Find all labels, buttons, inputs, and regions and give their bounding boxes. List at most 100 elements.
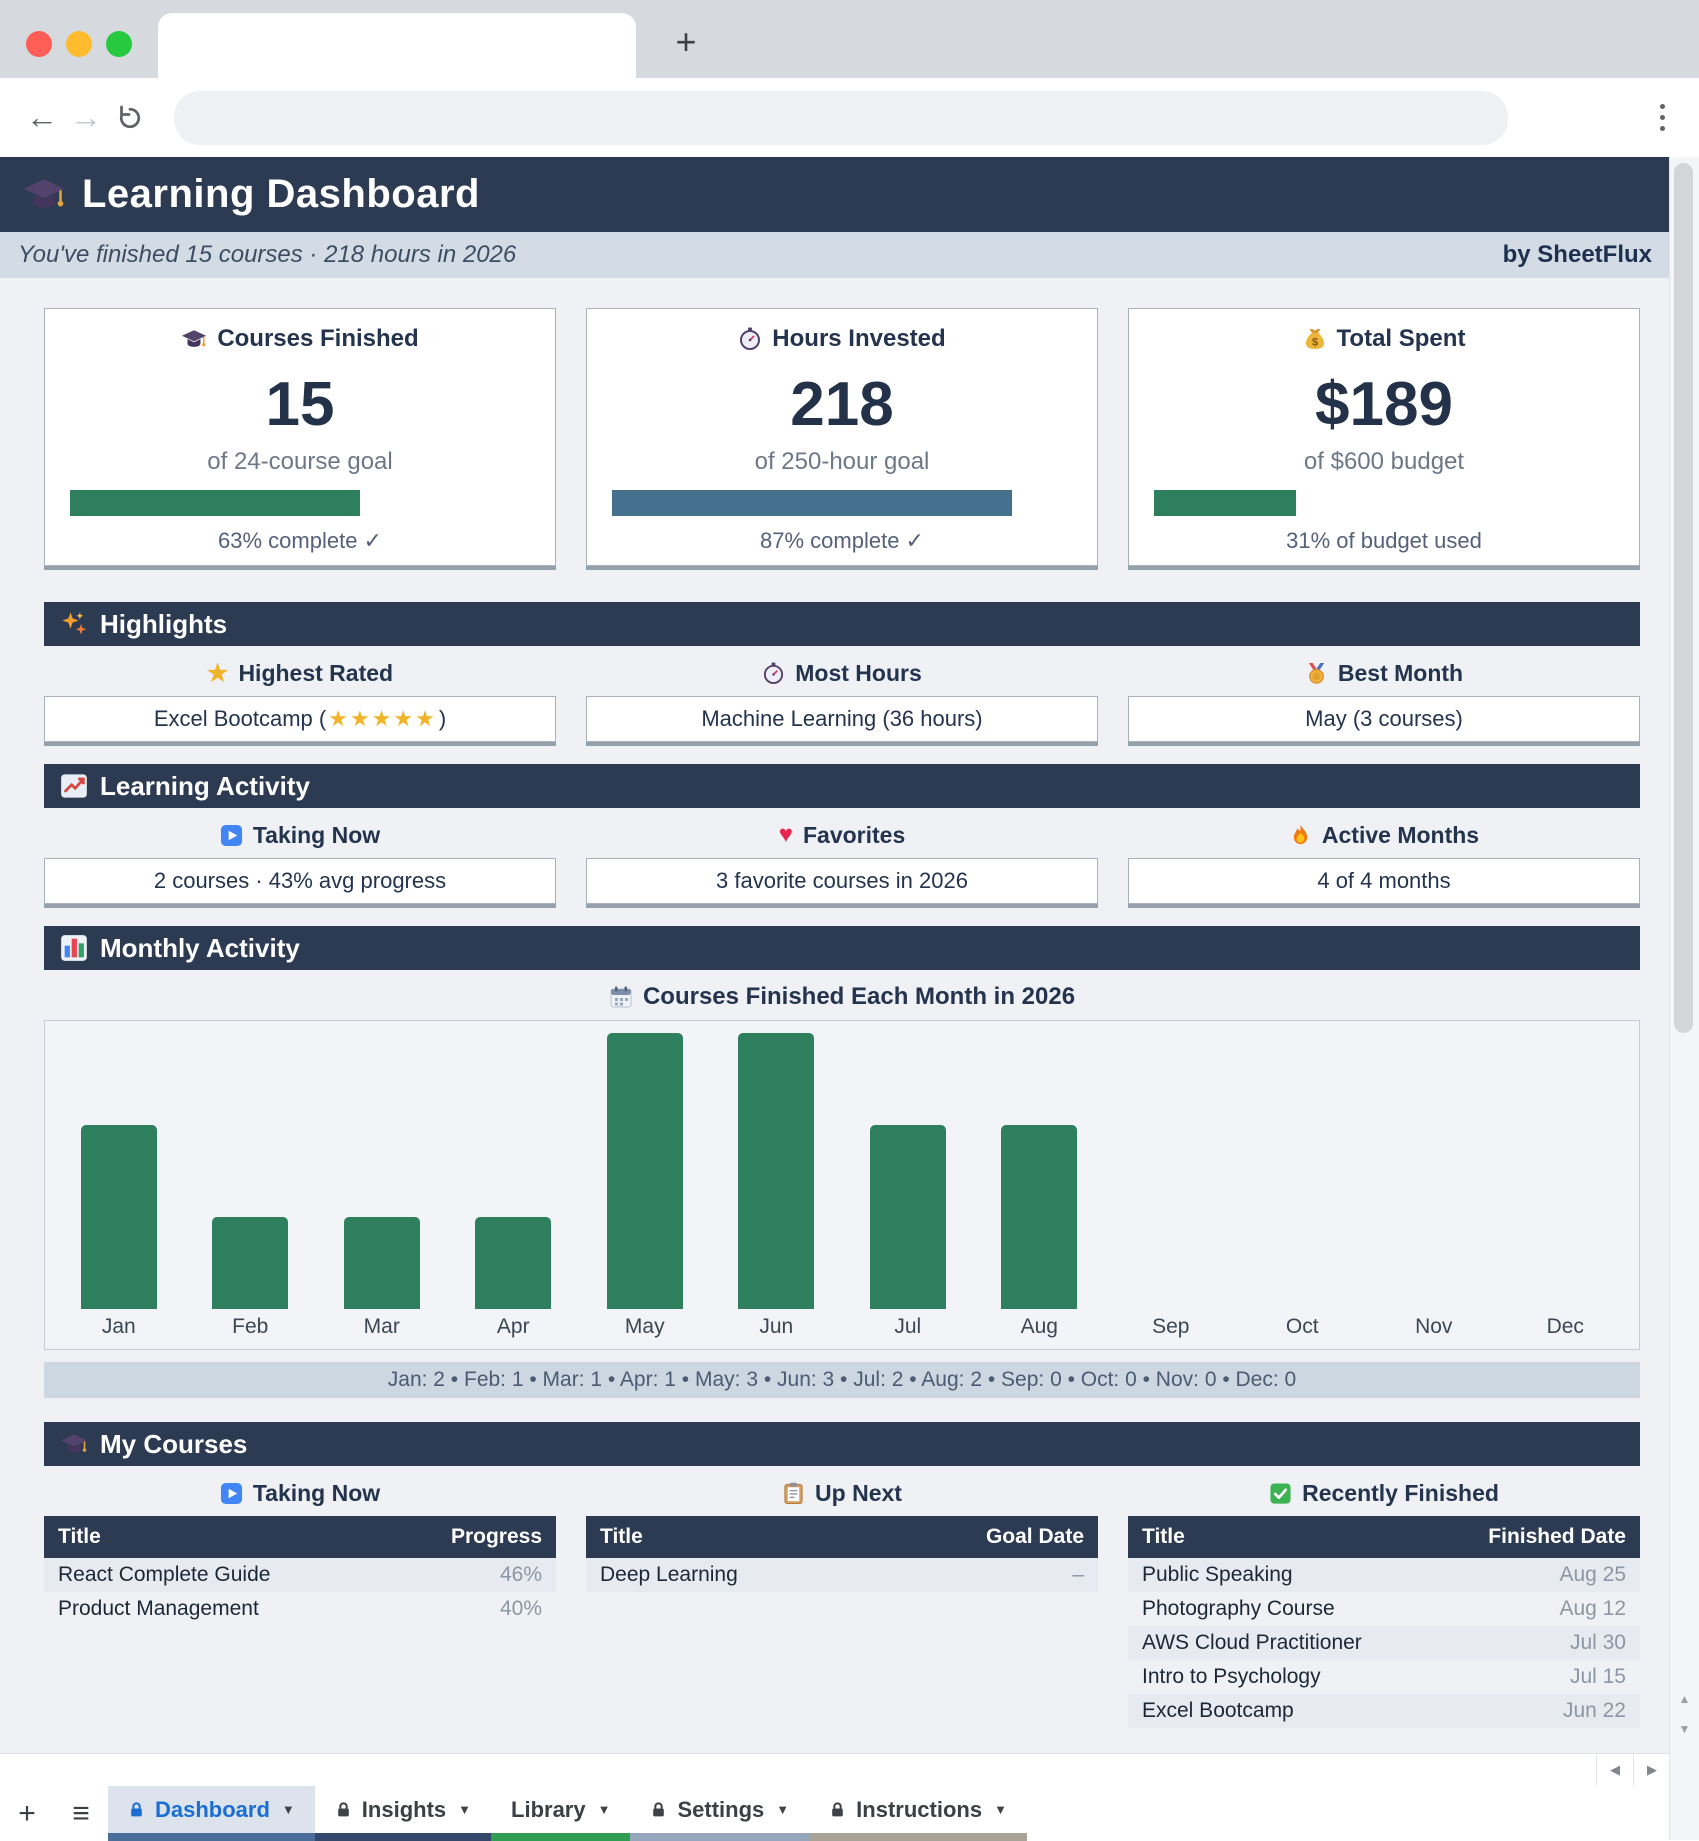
sheet-tab-insights[interactable]: Insights ▼ [314, 1786, 492, 1841]
summary-text: You've finished 15 courses · 218 hours i… [18, 241, 517, 268]
heart-icon: ♥ [778, 821, 793, 848]
dashboard-body: Courses Finished 15 of 24-course goal 63… [0, 278, 1670, 1753]
table-row: Photography Course Aug 12 [1142, 1597, 1626, 1620]
chevron-down-icon[interactable]: ▼ [776, 1802, 790, 1817]
activity-value-taking-now: 2 courses · 43% avg progress [44, 858, 556, 904]
stat-label: Total Spent [1336, 325, 1466, 352]
chevron-down-icon[interactable]: ▼ [281, 1802, 295, 1817]
sheet-tab-bar: + ≡ Dashboard ▼ Insights ▼ [0, 1786, 1670, 1841]
activity-label: Favorites [802, 821, 906, 848]
chart-increasing-icon [60, 772, 88, 800]
scrollbar-thumb[interactable] [1674, 163, 1693, 1033]
stat-footer: 63% complete ✓ [218, 528, 382, 553]
scroll-right-icon[interactable]: ▶ [1633, 1754, 1670, 1786]
sheet-tab-label: Library [511, 1796, 586, 1822]
chart-title-row: Courses Finished Each Month in 2026 [44, 982, 1640, 1012]
section-my-courses: My Courses [44, 1422, 1640, 1466]
sheet-tab-settings[interactable]: Settings ▼ [630, 1786, 810, 1841]
stat-goal: of 24-course goal [207, 448, 393, 475]
lock-icon [829, 1801, 846, 1818]
sparkles-icon [60, 610, 88, 638]
taking-now-table: Title Progress React Complete Guide 46% Pr… [44, 1516, 556, 1728]
scroll-down-icon[interactable]: ▼ [1678, 1722, 1691, 1736]
axis-tick: Aug [1020, 1315, 1058, 1338]
axis-tick: Jul [894, 1315, 922, 1338]
maximize-window-button[interactable] [106, 31, 132, 57]
highlight-label: Best Month [1337, 659, 1464, 686]
chevron-down-icon[interactable]: ▼ [458, 1802, 472, 1817]
sheet-tab-label: Settings [677, 1796, 765, 1822]
add-sheet-icon[interactable]: + [18, 1796, 36, 1830]
chevron-down-icon[interactable]: ▼ [994, 1802, 1007, 1817]
course-group-label: Taking Now [252, 1479, 381, 1506]
stat-goal: of 250-hour goal [754, 448, 930, 475]
scroll-up-icon[interactable]: ▲ [1678, 1692, 1691, 1706]
star-icon: ★ [206, 659, 229, 687]
progress-bar [69, 490, 531, 516]
lock-icon [128, 1801, 145, 1818]
axis-tick: May [624, 1315, 665, 1338]
stat-card-hours-invested: Hours Invested 218 of 250-hour goal 87% … [586, 308, 1098, 566]
table-row: React Complete Guide 46% [44, 1558, 556, 1592]
sheet-tab-label: Insights [361, 1796, 447, 1822]
all-sheets-icon[interactable]: ≡ [72, 1796, 90, 1830]
sheet-tab-dashboard[interactable]: Dashboard ▼ [108, 1786, 315, 1841]
clipboard-icon [782, 1482, 805, 1505]
sheet-tab-label: Dashboard [155, 1796, 270, 1822]
stat-card-courses-finished: Courses Finished 15 of 24-course goal 63… [44, 308, 556, 566]
page-title: Learning Dashboard [82, 172, 480, 216]
section-monthly-activity: Monthly Activity [44, 926, 1640, 970]
sheet-tab-label: Instructions [856, 1796, 983, 1822]
chevron-down-icon[interactable]: ▼ [597, 1802, 611, 1817]
dashboard-header: Learning Dashboard [0, 157, 1670, 232]
section-title: My Courses [100, 1428, 248, 1459]
courses-labels-row: Taking Now Up Next Recently Finished [44, 1466, 1640, 1508]
monthly-bar-chart: Jan Feb Mar Apr May Jun Jul Aug Sep Oct … [44, 1020, 1640, 1350]
recently-finished-table: Title Finished Date Public Speaking Aug 25… [1128, 1516, 1640, 1728]
table-row: Deep Learning – [586, 1558, 1098, 1592]
course-group-label: Recently Finished [1302, 1479, 1499, 1506]
monthly-summary-strip: Jan: 2 • Feb: 1 • Mar: 1 • Apr: 1 • May:… [44, 1362, 1640, 1398]
browser-tab[interactable] [158, 13, 636, 78]
activity-value-favorites: 3 favorite courses in 2026 [586, 858, 1098, 904]
stat-cards-row: Courses Finished 15 of 24-course goal 63… [44, 278, 1640, 566]
bar-chart-icon [60, 934, 88, 962]
address-bar-input[interactable] [174, 90, 1508, 145]
stat-label: Courses Finished [217, 325, 419, 352]
highlight-label: Highest Rated [238, 659, 394, 686]
reload-icon[interactable] [108, 96, 152, 140]
close-window-button[interactable] [26, 31, 52, 57]
vertical-scrollbar[interactable]: ▲ ▼ [1669, 157, 1699, 1840]
highlight-value-best-month: May (3 courses) [1128, 696, 1640, 742]
forward-icon[interactable]: → [70, 99, 102, 135]
stat-value: $189 [1315, 370, 1453, 439]
graduation-cap-icon [181, 328, 207, 351]
table-row: Product Management 40% [58, 1597, 542, 1620]
section-learning-activity: Learning Activity [44, 764, 1640, 808]
stat-value: 15 [265, 370, 335, 439]
browser-tab-strip: + [0, 0, 1699, 78]
horizontal-scrollbar[interactable]: ◀ ▶ [0, 1753, 1670, 1786]
sheet-tab-library[interactable]: Library ▼ [491, 1786, 631, 1841]
sheet-tab-instructions[interactable]: Instructions ▼ [809, 1786, 1027, 1841]
money-bag-icon: $ [1303, 327, 1327, 351]
window-controls [26, 31, 132, 57]
course-group-label: Up Next [815, 1479, 902, 1506]
section-title: Learning Activity [100, 770, 310, 801]
play-icon [220, 824, 243, 847]
axis-tick: Nov [1415, 1315, 1453, 1338]
axis-tick: Feb [232, 1315, 269, 1338]
minimize-window-button[interactable] [66, 31, 92, 57]
scroll-left-icon[interactable]: ◀ [1596, 1754, 1633, 1786]
highlight-label: Most Hours [795, 659, 922, 686]
stat-value: 218 [790, 370, 894, 439]
progress-bar [611, 490, 1073, 516]
browser-menu-icon[interactable] [1647, 98, 1677, 138]
dashboard-page: Learning Dashboard You've finished 15 co… [0, 157, 1670, 1841]
back-icon[interactable]: ← [26, 99, 58, 135]
medal-icon [1305, 662, 1328, 685]
stat-footer: 87% complete ✓ [760, 528, 924, 553]
section-title: Highlights [100, 608, 228, 639]
new-tab-button[interactable]: + [675, 21, 697, 62]
graduation-cap-icon [22, 176, 66, 214]
